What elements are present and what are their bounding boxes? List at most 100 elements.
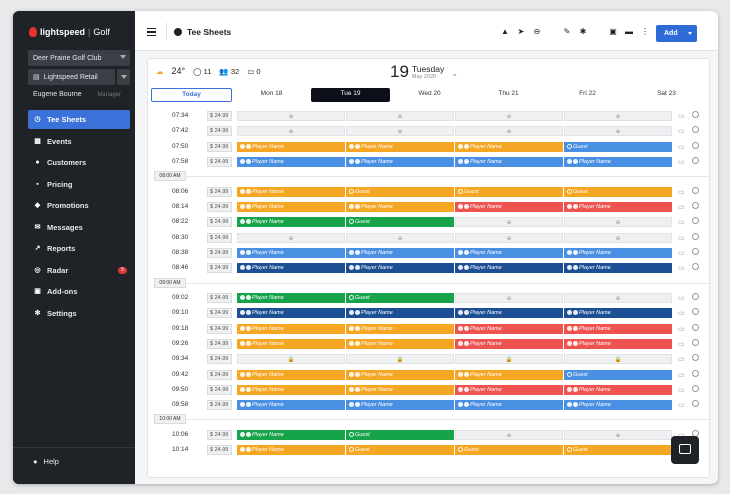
empty-slot[interactable]: ⊕ bbox=[564, 429, 672, 440]
today-button[interactable]: Today bbox=[151, 88, 232, 102]
price-field[interactable]: $ 24.99 bbox=[207, 445, 232, 456]
cart-icon[interactable]: ▭ bbox=[678, 356, 685, 364]
player-slot[interactable]: Player Name bbox=[237, 156, 345, 167]
player-slot[interactable]: Player Name bbox=[346, 384, 454, 395]
player-slot[interactable]: Player Name bbox=[564, 323, 672, 334]
send-icon[interactable]: ➤ bbox=[517, 27, 525, 36]
chat-button[interactable] bbox=[671, 436, 699, 464]
player-slot[interactable]: Player Name bbox=[564, 263, 672, 274]
locked-slot[interactable]: 🔒 bbox=[237, 354, 345, 365]
player-slot[interactable]: Player Name bbox=[237, 429, 345, 440]
player-slot[interactable]: Player Name bbox=[564, 400, 672, 411]
more-icon[interactable]: ⋮ bbox=[641, 27, 649, 36]
guest-slot[interactable]: Guest bbox=[346, 429, 454, 440]
locked-slot[interactable]: 🔒 bbox=[455, 354, 563, 365]
player-slot[interactable]: Player Name bbox=[455, 308, 563, 319]
empty-slot[interactable]: ⊕ bbox=[455, 217, 563, 228]
price-field[interactable]: $ 24.99 bbox=[207, 354, 232, 365]
timer-icon[interactable] bbox=[692, 400, 699, 408]
help-link[interactable]: ● Help bbox=[33, 457, 59, 466]
sidebar-item-messages[interactable]: ✉ Messages bbox=[34, 222, 83, 232]
sidebar-item-tee-sheets[interactable]: ◷ Tee Sheets bbox=[28, 110, 130, 129]
price-field[interactable]: $ 24.99 bbox=[207, 111, 232, 121]
club-select[interactable]: Deer Prairie Golf Club bbox=[28, 50, 130, 66]
player-slot[interactable]: Player Name bbox=[237, 338, 345, 349]
empty-slot[interactable]: ⊕ bbox=[455, 293, 563, 303]
price-field[interactable]: $ 24.99 bbox=[207, 429, 232, 440]
cart-icon[interactable]: ▭ bbox=[678, 249, 685, 257]
price-field[interactable]: $ 24.99 bbox=[207, 247, 232, 258]
empty-slot[interactable]: ⊕ bbox=[564, 293, 672, 303]
price-field[interactable]: $ 24.99 bbox=[207, 263, 232, 274]
guest-slot[interactable]: Guest bbox=[564, 445, 672, 456]
empty-slot[interactable]: ⊕ bbox=[455, 232, 563, 243]
player-slot[interactable]: Player Name bbox=[564, 156, 672, 167]
cart-icon[interactable]: ▭ bbox=[678, 295, 685, 302]
timer-icon[interactable] bbox=[692, 126, 699, 134]
price-field[interactable]: $ 24.99 bbox=[207, 186, 232, 197]
player-slot[interactable]: Player Name bbox=[455, 400, 563, 411]
player-slot[interactable]: Player Name bbox=[237, 141, 345, 152]
timer-icon[interactable] bbox=[692, 308, 699, 316]
guest-slot[interactable]: Guest bbox=[346, 293, 454, 303]
player-slot[interactable]: Player Name bbox=[564, 308, 672, 319]
timer-icon[interactable] bbox=[692, 217, 699, 225]
bug-icon[interactable]: ✱ bbox=[579, 27, 587, 36]
cart-icon[interactable]: ▭ bbox=[678, 188, 685, 196]
price-field[interactable]: $ 24.99 bbox=[207, 369, 232, 380]
player-slot[interactable]: Player Name bbox=[237, 217, 345, 228]
timer-icon[interactable] bbox=[692, 247, 699, 255]
player-slot[interactable]: Player Name bbox=[346, 369, 454, 380]
cart-icon[interactable]: ▭ bbox=[678, 143, 685, 151]
player-slot[interactable]: Player Name bbox=[455, 247, 563, 258]
timer-icon[interactable] bbox=[692, 232, 699, 240]
empty-slot[interactable]: ⊕ bbox=[237, 232, 345, 243]
empty-slot[interactable]: ⊕ bbox=[346, 111, 454, 121]
sidebar-item-add-ons[interactable]: ▣ Add-ons bbox=[34, 287, 78, 296]
player-slot[interactable]: Player Name bbox=[346, 338, 454, 349]
wrench-icon[interactable]: ✎ bbox=[563, 27, 571, 36]
price-field[interactable]: $ 24.99 bbox=[207, 384, 232, 395]
timer-icon[interactable] bbox=[692, 293, 699, 300]
player-slot[interactable]: Player Name bbox=[346, 400, 454, 411]
player-slot[interactable]: Player Name bbox=[564, 202, 672, 212]
player-slot[interactable]: Player Name bbox=[346, 141, 454, 152]
block-icon[interactable]: ⊖ bbox=[533, 27, 541, 36]
sidebar-item-radar[interactable]: ◎ Radar 5 bbox=[28, 261, 130, 280]
retail-select[interactable]: ▤ Lightspeed Retail bbox=[28, 69, 115, 85]
locked-slot[interactable]: 🔒 bbox=[564, 354, 672, 365]
sidebar-item-reports[interactable]: ↗ Reports bbox=[34, 244, 76, 253]
timer-icon[interactable] bbox=[692, 369, 699, 377]
cart-icon[interactable]: ▭ bbox=[678, 310, 685, 318]
cart-icon[interactable]: ▭ bbox=[678, 402, 685, 410]
timer-icon[interactable] bbox=[692, 263, 699, 271]
timer-icon[interactable] bbox=[692, 338, 699, 346]
price-field[interactable]: $ 24.99 bbox=[207, 141, 232, 152]
day-tab[interactable]: Mon 18 bbox=[260, 90, 283, 97]
day-tab[interactable]: Tue 19 bbox=[311, 88, 390, 102]
date-picker[interactable]: 19 Tuesday May 2020 ⌄ bbox=[390, 62, 458, 81]
player-slot[interactable]: Player Name bbox=[237, 400, 345, 411]
day-tab[interactable]: Sat 23 bbox=[657, 90, 676, 97]
guest-slot[interactable]: Guest bbox=[455, 445, 563, 456]
guest-slot[interactable]: Guest bbox=[564, 186, 672, 197]
player-slot[interactable]: Player Name bbox=[237, 202, 345, 212]
locked-slot[interactable]: 🔒 bbox=[346, 354, 454, 365]
price-field[interactable]: $ 24.99 bbox=[207, 293, 232, 303]
empty-slot[interactable]: ⊕ bbox=[346, 232, 454, 243]
price-field[interactable]: $ 24.99 bbox=[207, 400, 232, 411]
empty-slot[interactable]: ⊕ bbox=[564, 126, 672, 137]
user-menu[interactable]: Eugene Bourne Manager bbox=[33, 91, 129, 98]
empty-slot[interactable]: ⊕ bbox=[346, 126, 454, 137]
empty-slot[interactable]: ⊕ bbox=[455, 126, 563, 137]
player-slot[interactable]: Player Name bbox=[346, 202, 454, 212]
timer-icon[interactable] bbox=[692, 384, 699, 392]
price-field[interactable]: $ 24.99 bbox=[207, 126, 232, 137]
player-slot[interactable]: Player Name bbox=[237, 293, 345, 303]
player-slot[interactable]: Player Name bbox=[346, 323, 454, 334]
player-slot[interactable]: Player Name bbox=[237, 247, 345, 258]
player-slot[interactable]: Player Name bbox=[237, 323, 345, 334]
cart-icon[interactable]: ▭ bbox=[678, 234, 685, 242]
empty-slot[interactable]: ⊕ bbox=[237, 126, 345, 137]
player-slot[interactable]: Player Name bbox=[237, 263, 345, 274]
